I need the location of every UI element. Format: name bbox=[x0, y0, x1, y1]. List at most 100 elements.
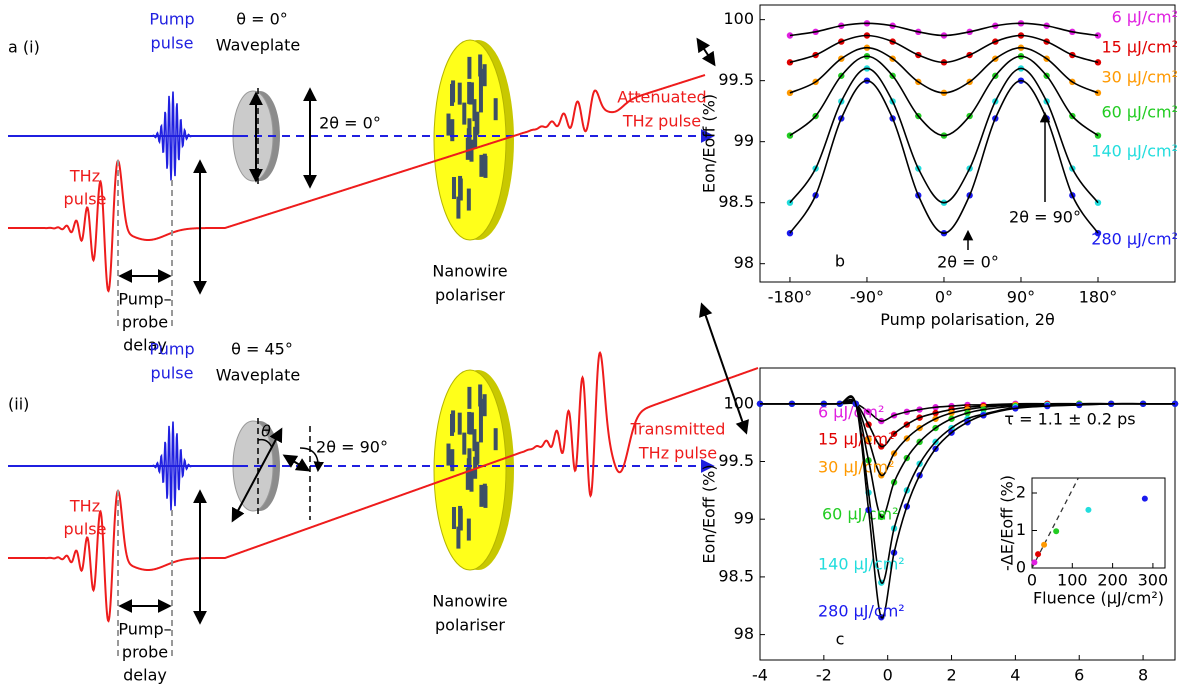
panel-label: b bbox=[835, 252, 845, 271]
nanowire bbox=[473, 126, 478, 149]
y-tick-label: 99 bbox=[734, 509, 754, 528]
double-arrow bbox=[231, 427, 283, 523]
nanowire bbox=[466, 518, 471, 541]
nanowire bbox=[458, 175, 463, 198]
nanowire bbox=[493, 428, 498, 451]
x-tick-label: 8 bbox=[1138, 666, 1148, 685]
angle-label: θ = 0° bbox=[236, 10, 288, 29]
double-arrow bbox=[282, 454, 311, 472]
nanowire bbox=[475, 111, 480, 134]
double-arrow bbox=[696, 37, 716, 67]
y-tick-label: 98.5 bbox=[718, 566, 754, 585]
thz-beam bbox=[8, 74, 706, 293]
y-tick-label: 100 bbox=[723, 9, 754, 28]
series-label: 140 μJ/cm² bbox=[1091, 142, 1178, 161]
output-label: Transmitted bbox=[630, 420, 726, 439]
x-tick-label: 0 bbox=[1027, 571, 1037, 590]
delay-label: Pump– bbox=[118, 620, 171, 639]
theta-arc bbox=[257, 438, 273, 449]
polariser-label: Nanowire bbox=[432, 262, 507, 281]
fit-curve bbox=[760, 395, 1175, 619]
rotation-arrow bbox=[299, 447, 324, 473]
data-point bbox=[1094, 89, 1102, 97]
y-tick-label: 100 bbox=[723, 393, 754, 412]
nanowire bbox=[451, 177, 456, 200]
annotation: 2θ = 0° bbox=[937, 253, 999, 272]
nanowire bbox=[469, 469, 474, 492]
waveplate-label: Waveplate bbox=[216, 366, 300, 385]
nanowire bbox=[478, 68, 483, 91]
nanowire bbox=[467, 386, 472, 409]
x-tick-label: 0 bbox=[883, 666, 893, 685]
pump-label: Pump bbox=[149, 10, 194, 29]
nanowire bbox=[478, 398, 483, 421]
delay-label: delay bbox=[123, 336, 167, 355]
data-point bbox=[1085, 506, 1092, 513]
thz-beam bbox=[8, 351, 759, 623]
fit-curve bbox=[789, 55, 1099, 137]
panel-label: a (i) bbox=[8, 38, 40, 57]
plot-frame bbox=[1031, 477, 1166, 569]
nanowire bbox=[451, 507, 456, 530]
nanowire bbox=[482, 394, 487, 417]
nanowire bbox=[472, 99, 477, 122]
delay-label: probe bbox=[122, 643, 168, 662]
series-label: 6 μJ/cm² bbox=[1112, 8, 1178, 27]
nanowire bbox=[478, 420, 483, 443]
x-tick-label: 0° bbox=[935, 288, 953, 307]
angle-label: θ = 45° bbox=[231, 340, 293, 359]
rotation-label: 2θ = 90° bbox=[316, 438, 388, 457]
nanowire bbox=[475, 441, 480, 464]
fit-curve bbox=[789, 22, 1099, 37]
fit-curve bbox=[789, 46, 1099, 94]
series-label: 60 μJ/cm² bbox=[1101, 103, 1178, 122]
nanowire bbox=[472, 429, 477, 452]
pump-label: pulse bbox=[151, 364, 194, 383]
series-label: 15 μJ/cm² bbox=[1101, 38, 1178, 57]
nanowire bbox=[482, 153, 487, 176]
nanowire bbox=[467, 118, 472, 141]
series-label: 280 μJ/cm² bbox=[1091, 230, 1178, 249]
series-label: 30 μJ/cm² bbox=[818, 458, 895, 477]
x-axis-label: Pump polarisation, 2θ bbox=[880, 310, 1054, 329]
polariser-label: polariser bbox=[435, 286, 505, 305]
panel-label: (ii) bbox=[8, 395, 29, 414]
nanowire bbox=[458, 505, 463, 528]
x-tick-label: 4 bbox=[1010, 666, 1020, 685]
annotation: τ = 1.1 ± 0.2 ps bbox=[1004, 410, 1135, 429]
delay-label: Pump– bbox=[118, 290, 171, 309]
nanowire bbox=[482, 64, 487, 87]
nanowire bbox=[468, 82, 473, 105]
pump-pulse bbox=[149, 421, 195, 511]
x-tick-label: -4 bbox=[752, 666, 768, 685]
thz-label: pulse bbox=[64, 520, 107, 539]
series-label: 6 μJ/cm² bbox=[818, 403, 884, 422]
x-axis-label: Pump-probe delay (ps) bbox=[876, 688, 1058, 691]
x-tick-label: 200 bbox=[1097, 571, 1128, 590]
series-label: 280 μJ/cm² bbox=[818, 602, 905, 621]
series-label: 60 μJ/cm² bbox=[822, 505, 899, 524]
output-label: THz pulse bbox=[638, 444, 717, 463]
nanowire bbox=[446, 113, 451, 136]
thz-label: THz bbox=[69, 497, 100, 516]
x-tick-label: 100 bbox=[1057, 571, 1088, 590]
annotation: 2θ = 90° bbox=[1009, 208, 1081, 227]
nanowire bbox=[456, 526, 461, 549]
nanowire bbox=[457, 82, 462, 105]
y-tick-label: 2 bbox=[1016, 483, 1026, 502]
rotation-label: 2θ = 0° bbox=[319, 114, 381, 133]
series-label: 140 μJ/cm² bbox=[818, 555, 905, 574]
delay-label: delay bbox=[123, 666, 167, 685]
nanowire bbox=[462, 102, 467, 125]
delay-label: probe bbox=[122, 313, 168, 332]
y-tick-label: 99.5 bbox=[718, 70, 754, 89]
nanowire bbox=[493, 98, 498, 121]
nanowire bbox=[457, 412, 462, 435]
nanowire bbox=[450, 119, 455, 142]
data-point bbox=[786, 89, 794, 97]
series-label: 30 μJ/cm² bbox=[1101, 68, 1178, 87]
y-tick-label: 98.5 bbox=[718, 192, 754, 211]
nanowire bbox=[478, 384, 483, 407]
y-tick-label: 0 bbox=[1016, 558, 1026, 577]
pump-label: pulse bbox=[151, 34, 194, 53]
